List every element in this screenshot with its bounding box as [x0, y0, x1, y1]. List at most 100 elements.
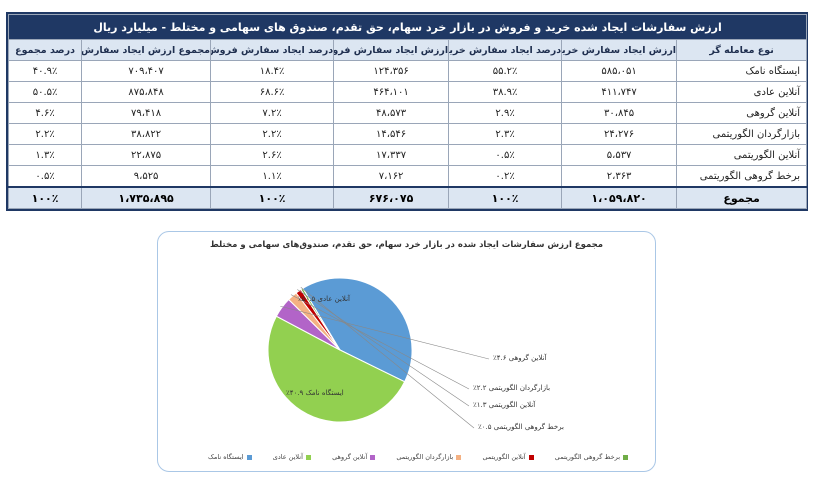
slice-label: آنلاین الگوریتمی ۱.۳٪ — [473, 401, 536, 409]
table-cell: ۲.۳٪ — [448, 123, 563, 145]
legend-swatch — [528, 454, 534, 460]
legend-item: بازارگردان الگوریتمی — [396, 453, 462, 461]
legend-item: آنلاین الگوریتمی — [482, 453, 534, 461]
table-cell: ۵،۵۳۷ — [561, 144, 678, 166]
summary-table-container: ارزش سفارشات ایجاد شده خرید و فروش در با… — [6, 12, 808, 211]
table-cell: ۵۸۵،۰۵۱ — [561, 60, 678, 82]
total-cell: مجموع — [676, 186, 808, 209]
slice-label: بازارگردان الگوریتمی ۲.۲٪ — [473, 384, 551, 392]
table-cell: ۴۰.۹٪ — [7, 60, 83, 82]
table-row: ایستگاه نامک ۵۸۵،۰۵۱ ۵۵.۲٪ ۱۲۴،۳۵۶ ۱۸.۴٪ ۷۰۹،… — [7, 60, 808, 82]
table-cell: ۱۸.۴٪ — [210, 60, 335, 82]
table-cell: ۱۲۴،۳۵۶ — [333, 60, 450, 82]
column-header: درصد ایجاد سفارش فروش — [210, 39, 335, 61]
chart-legend: ایستگاه نامک آنلاین عادی آنلاین گروهی بازار… — [208, 453, 628, 461]
table-cell: برخط گروهی الگوریتمی — [676, 165, 808, 188]
table-cell: ۱۷،۳۳۷ — [333, 144, 450, 166]
table-cell: ۳۰،۸۴۵ — [561, 102, 678, 124]
table-row: بازارگردان الگوریتمی ۲۴،۲۷۶ ۲.۳٪ ۱۴،۵۴۶ ۲.۲٪… — [7, 123, 808, 145]
pie-slice — [267, 315, 406, 423]
table-cell: آنلاین عادی — [676, 81, 808, 103]
column-header: مجموع ارزش ایجاد سفارش — [81, 39, 212, 61]
total-cell: ۱۰۰٪ — [7, 186, 83, 209]
table-cell: ۲.۶٪ — [210, 144, 335, 166]
table-cell: آنلاین الگوریتمی — [676, 144, 808, 166]
legend-item: آنلاین گروهی — [332, 453, 376, 461]
table-cell: ۲۲،۸۷۵ — [81, 144, 212, 166]
table-cell: ۰.۵٪ — [7, 165, 83, 188]
table-cell: ۶۸.۶٪ — [210, 81, 335, 103]
table-cell: ۴۶۴،۱۰۱ — [333, 81, 450, 103]
table-cell: ۴۱۱،۷۴۷ — [561, 81, 678, 103]
table-cell: ۲.۹٪ — [448, 102, 563, 124]
chart-title: مجموع ارزش سفارشات ایجاد شده در بازار خر… — [209, 240, 604, 250]
table-cell: ۲.۲٪ — [210, 123, 335, 145]
table-cell: ۲۴،۲۷۶ — [561, 123, 678, 145]
total-cell: ۱۰۰٪ — [210, 186, 335, 209]
column-header: نوع معامله گر — [676, 39, 808, 61]
leader-line — [290, 294, 470, 390]
total-cell: ۱۰۰٪ — [448, 186, 563, 209]
column-header: درصد مجموع — [7, 39, 83, 61]
table-cell: ۸۷۵،۸۴۸ — [81, 81, 212, 103]
slice-label: ایستگاه نامک ۴۰.۹٪ — [286, 389, 344, 397]
column-header: درصد ایجاد سفارش خرید — [448, 39, 563, 61]
table-cell: ۰.۵٪ — [448, 144, 563, 166]
legend-label: آنلاین عادی — [272, 453, 303, 461]
leader-line — [300, 286, 475, 429]
total-cell: ۱،۰۵۹،۸۲۰ — [561, 186, 678, 209]
legend-label: آنلاین گروهی — [332, 453, 368, 461]
table-cell: آنلاین گروهی — [676, 102, 808, 124]
table-cell: ۳۸.۹٪ — [448, 81, 563, 103]
total-cell: ۱،۷۳۵،۸۹۵ — [81, 186, 212, 209]
slice-label: آنلاین گروهی ۴.۶٪ — [493, 354, 547, 362]
table-cell: بازارگردان الگوریتمی — [676, 123, 808, 145]
table-cell: ۱.۳٪ — [7, 144, 83, 166]
total-row: مجموع ۱،۰۵۹،۸۲۰ ۱۰۰٪ ۶۷۶،۰۷۵ ۱۰۰٪ ۱،۷۳۵،۸۹۵ ۱۰… — [7, 186, 808, 209]
legend-label: آنلاین الگوریتمی — [482, 453, 526, 461]
table-cell: ۲.۲٪ — [7, 123, 83, 145]
leader-line — [297, 289, 470, 407]
column-header: ارزش ایجاد سفارش فروش — [333, 39, 450, 61]
table-row: آنلاین عادی ۴۱۱،۷۴۷ ۳۸.۹٪ ۴۶۴،۱۰۱ ۶۸.۶٪ ۸۷۵،۸… — [7, 81, 808, 103]
pie-chart-panel: مجموع ارزش سفارشات ایجاد شده در بازار خر… — [157, 231, 656, 472]
table-cell: ۷۹،۴۱۸ — [81, 102, 212, 124]
slice-label: آنلاین عادی ۵۰.۵٪ — [298, 295, 350, 303]
table-cell: ۵۵.۲٪ — [448, 60, 563, 82]
legend-swatch — [456, 454, 462, 460]
legend-swatch — [246, 454, 252, 460]
table-row: آنلاین گروهی ۳۰،۸۴۵ ۲.۹٪ ۴۸،۵۷۳ ۷.۲٪ ۷۹،۴۱۸ ۴.… — [7, 102, 808, 124]
legend-label: ایستگاه نامک — [208, 453, 244, 461]
table-row: آنلاین الگوریتمی ۵،۵۳۷ ۰.۵٪ ۱۷،۳۳۷ ۲.۶٪ ۲۲،۸۷… — [7, 144, 808, 166]
table-cell: ایستگاه نامک — [676, 60, 808, 82]
legend-item: ایستگاه نامک — [208, 453, 252, 461]
table-cell: ۲،۳۶۳ — [561, 165, 678, 188]
legend-item: برخط گروهی الگوریتمی — [555, 453, 628, 461]
pie-chart — [267, 277, 490, 429]
leader-line — [280, 305, 490, 360]
pie-slice — [300, 287, 341, 351]
table-cell: ۹،۵۲۵ — [81, 165, 212, 188]
table-cell: ۷.۲٪ — [210, 102, 335, 124]
table-cell: ۰.۲٪ — [448, 165, 563, 188]
table-cell: ۴.۶٪ — [7, 102, 83, 124]
legend-item: آنلاین عادی — [273, 453, 311, 461]
table-cell: ۱.۱٪ — [210, 165, 335, 188]
slice-label: برخط گروهی الگوریتمی ۰.۵٪ — [478, 423, 564, 431]
legend-swatch — [623, 454, 628, 460]
legend-label: برخط گروهی الگوریتمی — [554, 453, 620, 461]
column-header: ارزش ایجاد سفارش خرید — [561, 39, 678, 61]
table-row: برخط گروهی الگوریتمی ۲،۳۶۳ ۰.۲٪ ۷،۱۶۲ ۱.۱٪ ۹،… — [7, 165, 808, 188]
table-cell: ۳۸،۸۲۲ — [81, 123, 212, 145]
table-cell: ۱۴،۵۴۶ — [333, 123, 450, 145]
table-cell: ۷۰۹،۴۰۷ — [81, 60, 212, 82]
table-title: ارزش سفارشات ایجاد شده خرید و فروش در با… — [7, 14, 808, 40]
legend-swatch — [370, 454, 376, 460]
table-cell: ۷،۱۶۲ — [333, 165, 450, 188]
table-cell: ۴۸،۵۷۳ — [333, 102, 450, 124]
legend-label: بازارگردان الگوریتمی — [396, 453, 454, 461]
total-cell: ۶۷۶،۰۷۵ — [333, 186, 450, 209]
summary-table: ارزش سفارشات ایجاد شده خرید و فروش در با… — [7, 14, 808, 209]
table-cell: ۵۰.۵٪ — [7, 81, 83, 103]
legend-swatch — [305, 454, 311, 460]
